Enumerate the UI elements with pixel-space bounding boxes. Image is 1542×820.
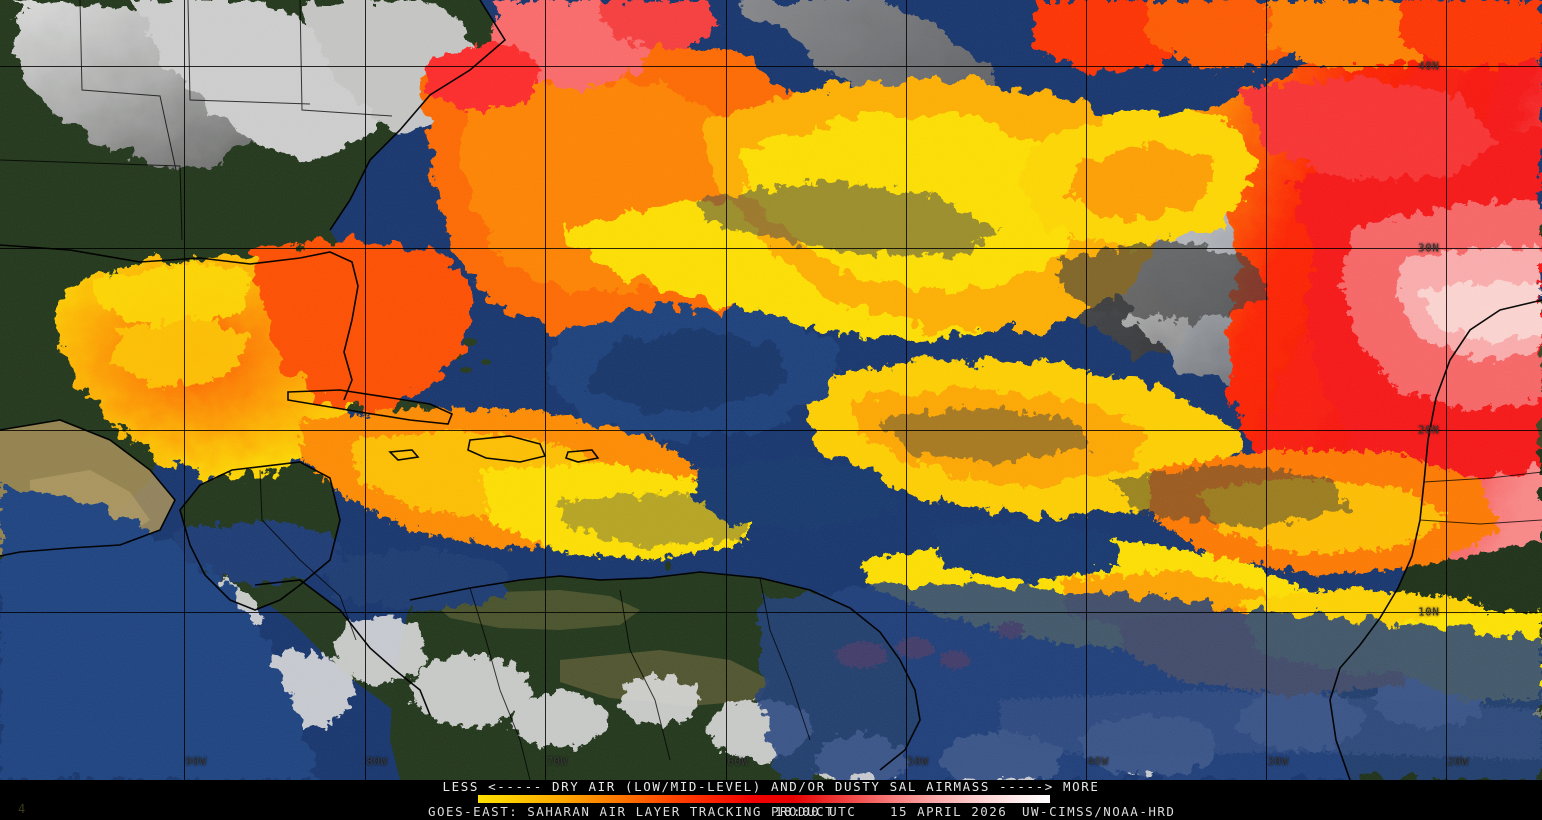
footer-bar: LESS <----- DRY AIR (LOW/MID-LEVEL) AND/… [0,780,1542,820]
caption-time: 18:00 UTC [775,804,857,819]
satellite-imagery-canvas [0,0,1542,780]
legend-title: LESS <----- DRY AIR (LOW/MID-LEVEL) AND/… [442,779,1100,794]
sal-colorbar [478,795,1050,803]
corner-frame-number: 4 [18,802,26,816]
caption-credit: UW-CIMSS/NOAA-HRD [1022,804,1176,819]
caption-date: 15 APRIL 2026 [890,804,1008,819]
sal-product-raster [0,0,1542,780]
caption-product: GOES-EAST: SAHARAN AIR LAYER TRACKING PR… [428,804,835,819]
